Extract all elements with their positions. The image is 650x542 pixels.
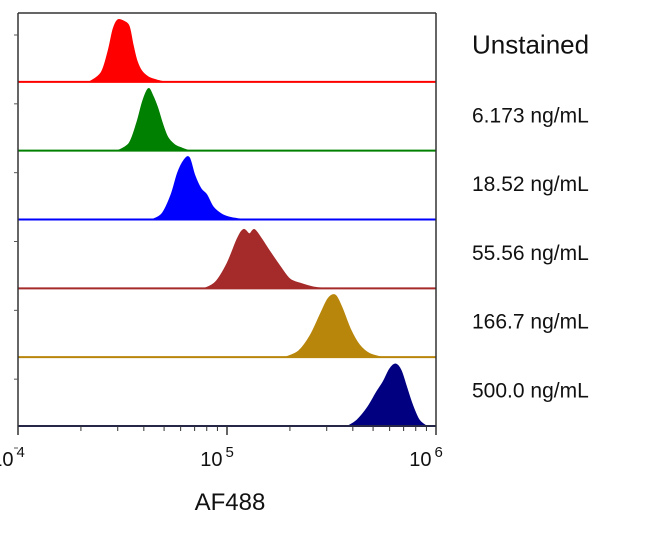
histogram-series	[18, 228, 436, 290]
histogram-area	[18, 18, 436, 83]
x-tick-label: 10 5	[200, 444, 234, 471]
histogram-panels	[18, 18, 436, 427]
histogram-area	[18, 294, 436, 358]
histogram-series	[18, 88, 436, 152]
x-tick-label: 10 6	[409, 444, 443, 471]
x-axis-label: AF488	[195, 489, 266, 516]
legend-entry: 166.7 ng/mL	[472, 311, 589, 334]
plot-frame	[14, 12, 437, 449]
histogram-area	[18, 363, 436, 427]
histogram-area	[18, 156, 436, 220]
histogram-area	[18, 228, 436, 289]
x-axis: 104 105 106	[0, 425, 443, 471]
legend-entry: Unstained	[472, 29, 589, 59]
legend-entry: 500.0 ng/mL	[472, 380, 589, 403]
histogram-series	[18, 363, 436, 427]
histogram-area	[18, 88, 436, 152]
legend-entry: 6.173 ng/mL	[472, 104, 589, 127]
legend-entry: 55.56 ng/mL	[472, 242, 589, 265]
legend-entry: 18.52 ng/mL	[472, 173, 589, 196]
x-tick-label: 104	[0, 444, 25, 471]
histogram-series	[18, 18, 436, 83]
histogram-series	[18, 294, 436, 359]
histogram-series	[18, 156, 436, 221]
legend: Unstained 6.173 ng/mL 18.52 ng/mL 55.56 ng/…	[472, 29, 589, 402]
